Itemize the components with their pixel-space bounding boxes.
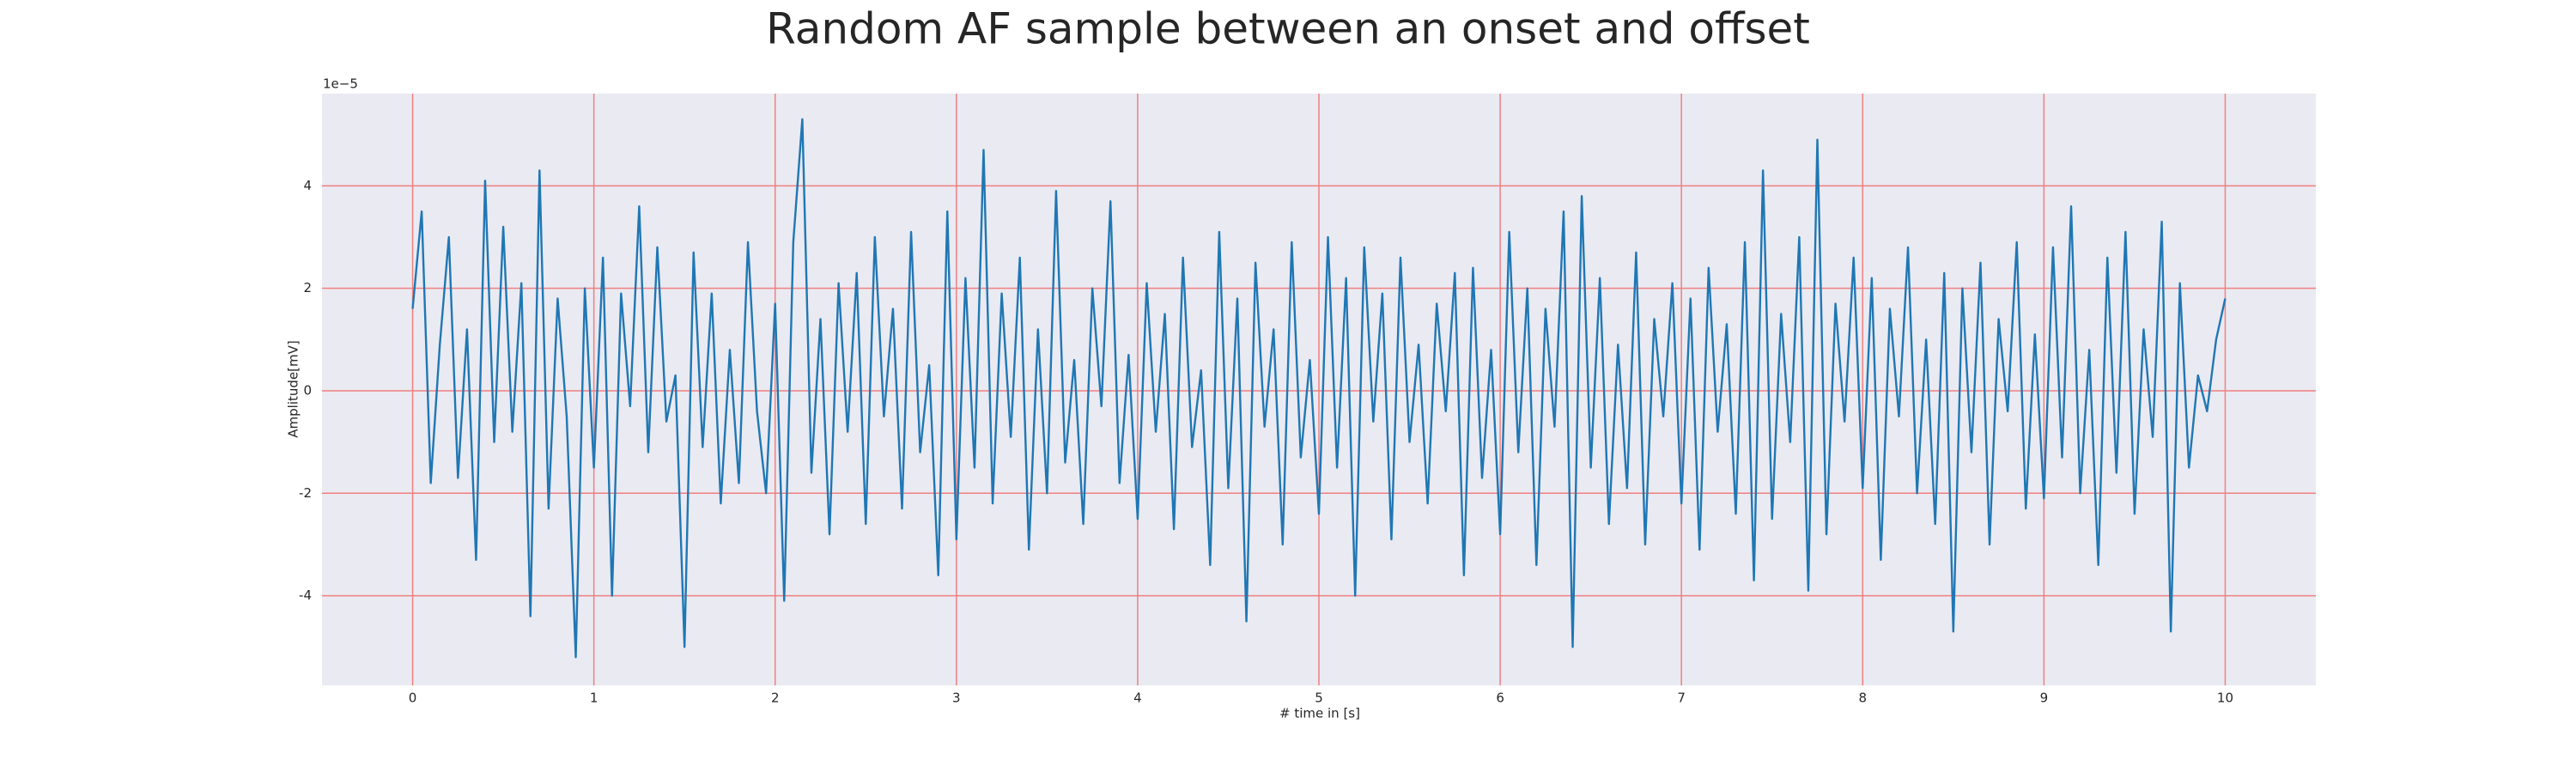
- x-tick-label: 2: [771, 691, 780, 706]
- x-tick-label: 0: [409, 691, 417, 706]
- x-tick-label: 9: [2040, 691, 2049, 706]
- x-tick-label: 3: [952, 691, 961, 706]
- y-offset-label: 1e−5: [323, 76, 358, 92]
- x-tick-label: 1: [590, 691, 598, 706]
- x-tick-label: 7: [1677, 691, 1686, 706]
- y-tick-label: 0: [303, 382, 312, 398]
- x-tick-label: 6: [1496, 691, 1504, 706]
- y-tick-label: -4: [299, 587, 312, 603]
- x-tick-label: 5: [1315, 691, 1323, 706]
- x-tick-label: 4: [1133, 691, 1142, 706]
- chart-title: Random AF sample between an onset and of…: [766, 4, 1810, 54]
- x-tick-label: 10: [2217, 691, 2233, 706]
- x-axis-label: # time in [s]: [1279, 706, 1360, 721]
- data-line: [411, 118, 2227, 659]
- y-tick-label: -2: [299, 485, 312, 501]
- y-tick-label: 2: [303, 280, 312, 295]
- y-tick-label: 4: [303, 178, 312, 193]
- x-tick-label: 8: [1858, 691, 1867, 706]
- y-axis-label: Amplitude[mV]: [286, 340, 301, 437]
